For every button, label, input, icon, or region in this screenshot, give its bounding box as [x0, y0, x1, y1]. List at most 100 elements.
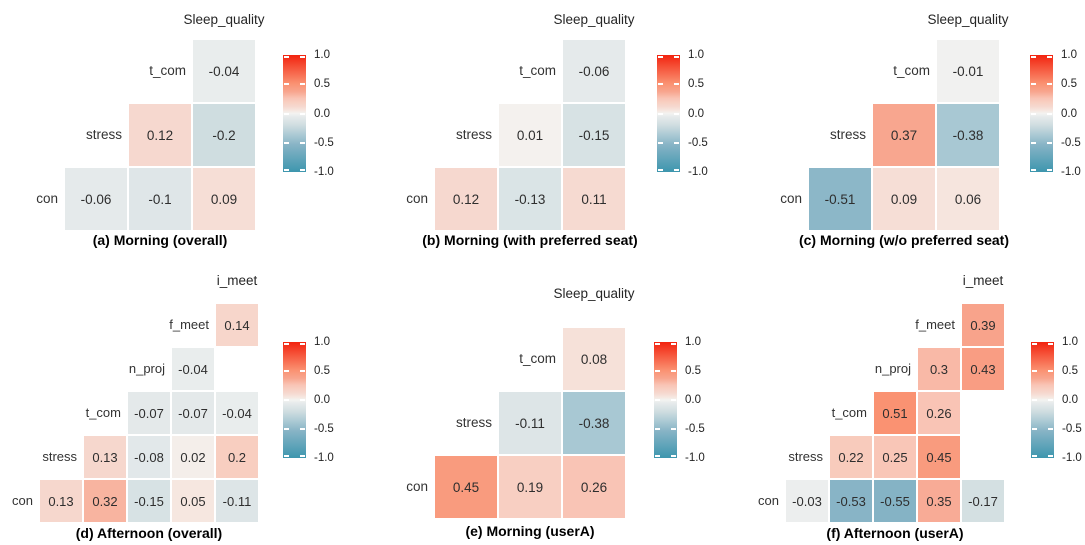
- corr-cell: 0.26: [918, 392, 960, 434]
- colorbar-tick-label: 0.5: [685, 365, 701, 377]
- colorbar-tick: [655, 399, 660, 401]
- matrix-top-variable-label: Sleep_quality: [553, 286, 635, 301]
- corr-cell: 0.45: [435, 456, 497, 518]
- corr-cell: 0.12: [435, 168, 497, 230]
- row-label: t_com: [519, 63, 556, 78]
- correlation-matrix: f_meet 0.39 n_proj 0.3 0.43 t_com 0.51 0.26 stre…: [723, 265, 1085, 545]
- row-label: t_com: [519, 351, 556, 366]
- colorbar-tick: [655, 370, 660, 372]
- colorbar-tick-label: -1.0: [1061, 166, 1081, 178]
- colorbar-tick-label: -1.0: [685, 452, 705, 464]
- corr-cell: -0.38: [563, 392, 625, 454]
- colorbar-tick-label: 0.0: [1061, 107, 1077, 120]
- corr-cell: 0.37: [873, 104, 935, 166]
- corr-cell: 0.01: [499, 104, 561, 166]
- colorbar-tick-label: 0.0: [314, 394, 330, 406]
- colorbar-tick: [1031, 141, 1036, 144]
- corr-cell: 0.08: [563, 328, 625, 390]
- corr-cell: 0.05: [172, 480, 214, 522]
- corr-cell: 0.22: [830, 436, 872, 478]
- colorbar-tick: [284, 428, 289, 430]
- corr-cell: 0.35: [918, 480, 960, 522]
- row-label: con: [406, 479, 428, 494]
- colorbar-tick-label: -0.5: [685, 423, 705, 435]
- corr-cell: -0.15: [128, 480, 170, 522]
- corr-cell: -0.51: [809, 168, 871, 230]
- colorbar-tick-label: -0.5: [1061, 136, 1081, 149]
- colorbar-tick-label: -1.0: [314, 452, 334, 464]
- row-label: n_proj: [874, 361, 911, 376]
- colorbar-tick-label: 0.5: [1061, 78, 1077, 91]
- colorbar-tick-label: -1.0: [688, 166, 708, 178]
- colorbar-tick: [1032, 343, 1037, 345]
- colorbar-tick-label: 0.0: [314, 107, 330, 120]
- corr-cell: -0.07: [128, 392, 170, 434]
- colorbar-tick: [671, 399, 676, 401]
- colorbar-tick-label: 1.0: [314, 336, 330, 348]
- row-label: con: [36, 191, 58, 206]
- colorbar-tick-label: -0.5: [314, 136, 334, 149]
- corr-cell: -0.11: [499, 392, 561, 454]
- colorbar-tick: [300, 399, 305, 401]
- corr-cell: 0.13: [84, 436, 126, 478]
- colorbar-tick: [1031, 112, 1036, 115]
- corr-cell: 0.19: [499, 456, 561, 518]
- correlation-matrix: f_meet 0.14 n_proj -0.04 t_com -0.07 -0.07 -0.0…: [0, 265, 362, 545]
- colorbar-tick: [658, 169, 663, 171]
- colorbar-tick: [300, 56, 305, 58]
- colorbar-tick: [1047, 169, 1052, 171]
- colorbar-tick: [1048, 399, 1053, 401]
- corr-cell: 0.26: [563, 456, 625, 518]
- colorbar-tick: [671, 343, 676, 345]
- colorbar-tick: [284, 56, 289, 58]
- row-label: stress: [788, 449, 823, 464]
- colorbar-tick-label: -1.0: [1062, 452, 1082, 464]
- colorbar-tick: [284, 112, 289, 115]
- corr-cell: 0.02: [172, 436, 214, 478]
- corr-cell: -0.11: [216, 480, 258, 522]
- colorbar-tick: [674, 112, 679, 115]
- colorbar-tick: [1031, 169, 1036, 171]
- panel-b: Sleep_quality t_com -0.06 stress 0.01 -0.15 c…: [362, 0, 724, 265]
- colorbar-tick: [1032, 428, 1037, 430]
- colorbar-tick: [674, 56, 679, 58]
- colorbar-tick: [284, 455, 289, 457]
- colorbar-tick: [1047, 112, 1052, 115]
- colorbar-tick-label: 0.5: [1062, 365, 1078, 377]
- colorbar-tick-label: 0.0: [685, 394, 701, 406]
- colorbar-tick: [284, 141, 289, 144]
- corr-cell: 0.11: [563, 168, 625, 230]
- corr-cell: 0.43: [962, 348, 1004, 390]
- corr-cell: 0.51: [874, 392, 916, 434]
- colorbar-tick: [1032, 370, 1037, 372]
- colorbar-tick: [284, 83, 289, 86]
- colorbar-tick: [674, 141, 679, 144]
- panel-caption: (b) Morning (with preferred seat): [422, 232, 638, 248]
- colorbar-tick: [1031, 56, 1036, 58]
- matrix-top-variable-label: i_meet: [962, 273, 1004, 288]
- correlation-matrix: t_com 0.08 stress -0.11 -0.38 con 0.45 0.19 0.26…: [362, 265, 724, 545]
- colorbar-tick: [655, 343, 660, 345]
- colorbar-tick-label: -1.0: [314, 166, 334, 178]
- corr-cell: 0.14: [216, 304, 258, 346]
- colorbar-tick: [284, 343, 289, 345]
- colorbar-tick-label: 0.0: [688, 107, 704, 120]
- row-label: t_com: [85, 405, 121, 420]
- row-label: stress: [42, 449, 77, 464]
- colorbar-tick: [300, 370, 305, 372]
- row-label: stress: [455, 415, 492, 430]
- corr-cell: 0.39: [962, 304, 1004, 346]
- row-label: con: [406, 191, 428, 206]
- corr-cell: -0.17: [962, 480, 1004, 522]
- row-label: t_com: [831, 405, 867, 420]
- colorbar-tick: [300, 455, 305, 457]
- corr-cell: -0.04: [193, 40, 255, 102]
- colorbar-tick-label: 0.0: [1062, 394, 1078, 406]
- row-label: con: [780, 191, 802, 206]
- colorbar-tick-label: -0.5: [1062, 423, 1082, 435]
- matrix-top-variable-label: Sleep_quality: [183, 12, 265, 27]
- panel-caption: (e) Morning (userA): [465, 523, 595, 539]
- panel-caption: (a) Morning (overall): [92, 232, 228, 248]
- corr-cell: 0.06: [937, 168, 999, 230]
